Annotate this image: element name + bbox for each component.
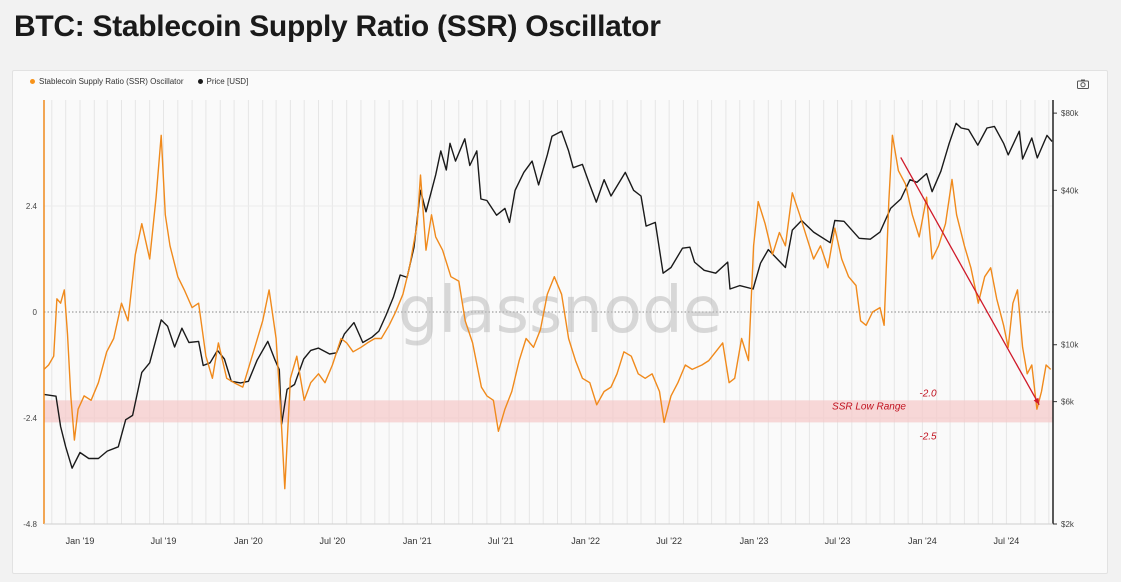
x-tick-label: Jan '21 [403, 536, 432, 546]
camera-icon[interactable] [1077, 79, 1089, 89]
band-lower-label: -2.5 [919, 431, 937, 442]
chart-card [12, 70, 1108, 574]
y-left-tick-label: 0 [33, 308, 38, 317]
grid [44, 100, 1053, 525]
y-right-tick-label: $80k [1061, 109, 1079, 118]
ssr-low-range-band [44, 400, 1053, 423]
y-right-tick-label: $6k [1061, 398, 1075, 407]
legend-item-price[interactable]: Price [USD] [197, 77, 249, 86]
legend-dot-price [197, 79, 203, 84]
x-tick-label: Jan '20 [234, 536, 263, 546]
chart-legend: Stablecoin Supply Ratio (SSR) Oscillator… [30, 77, 248, 86]
legend-dot-ssr [30, 79, 35, 84]
band-upper-label: -2.0 [919, 388, 937, 399]
y-left-tick-label: -4.8 [23, 520, 37, 529]
y-right-tick-label: $2k [1061, 520, 1075, 529]
x-tick-label: Jan '23 [740, 536, 769, 546]
x-tick-label: Jul '24 [994, 536, 1020, 546]
y-right-tick-label: $10k [1061, 341, 1079, 350]
trend-arrow-line [900, 157, 1040, 406]
x-tick-label: Jan '19 [66, 536, 95, 546]
watermark: glassnode [398, 274, 722, 348]
x-tick-label: Jul '19 [151, 536, 177, 546]
legend-label-price: Price [USD] [206, 77, 249, 86]
trend-arrow-head [1033, 397, 1040, 405]
ssr-line [43, 134, 1052, 490]
y-right-tick-label: $40k [1061, 186, 1079, 195]
legend-label-ssr: Stablecoin Supply Ratio (SSR) Oscillator [39, 77, 184, 86]
x-tick-label: Jul '23 [825, 536, 851, 546]
page-title: BTC: Stablecoin Supply Ratio (SSR) Oscil… [14, 10, 661, 43]
x-tick-label: Jul '22 [656, 536, 682, 546]
annotations: SSR Low Range -2.0 -2.5 [832, 157, 1040, 442]
series-layer [43, 122, 1053, 490]
y-left-tick-label: 2.4 [26, 202, 38, 211]
x-tick-label: Jul '20 [319, 536, 345, 546]
x-tick-label: Jan '22 [571, 536, 600, 546]
x-tick-label: Jul '21 [488, 536, 514, 546]
band-label: SSR Low Range [832, 401, 906, 412]
axes: Jan '19 Jul '19 Jan '20 Jul '20 Jan '21 Jul '… [23, 100, 1079, 546]
y-left-tick-label: -2.4 [23, 414, 37, 423]
legend-item-ssr[interactable]: Stablecoin Supply Ratio (SSR) Oscillator [30, 77, 184, 86]
x-tick-label: Jan '24 [908, 536, 937, 546]
